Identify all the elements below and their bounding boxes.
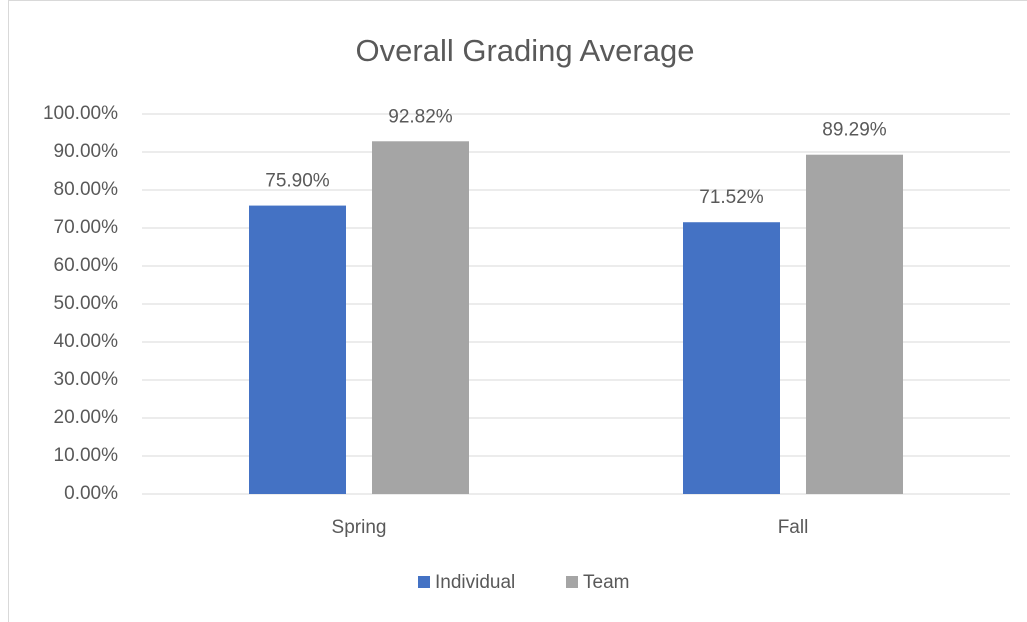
y-tick-label: 20.00% [54,407,119,428]
legend-label: Individual [435,572,515,593]
legend-swatch [566,576,578,588]
y-tick-label: 100.00% [43,103,118,124]
bar [372,141,469,494]
y-tick-label: 40.00% [54,331,119,352]
bar [806,154,903,494]
bar [249,205,346,494]
y-tick-label: 30.00% [54,369,119,390]
y-tick-label: 50.00% [54,293,119,314]
chart-title: Overall Grading Average [356,33,695,68]
x-tick-label: Fall [778,517,809,538]
chart-border [8,0,1027,622]
value-label: 92.82% [388,106,453,127]
bar [683,222,780,494]
x-tick-label: Spring [332,517,387,538]
legend-swatch [418,576,430,588]
y-tick-label: 0.00% [64,483,118,504]
y-tick-label: 60.00% [54,255,119,276]
y-tick-label: 70.00% [54,217,119,238]
y-tick-label: 10.00% [54,445,119,466]
legend-label: Team [583,572,629,593]
y-tick-label: 90.00% [54,141,119,162]
value-label: 71.52% [699,187,764,208]
value-label: 75.90% [265,171,330,192]
y-tick-label: 80.00% [54,179,119,200]
value-label: 89.29% [822,120,887,141]
